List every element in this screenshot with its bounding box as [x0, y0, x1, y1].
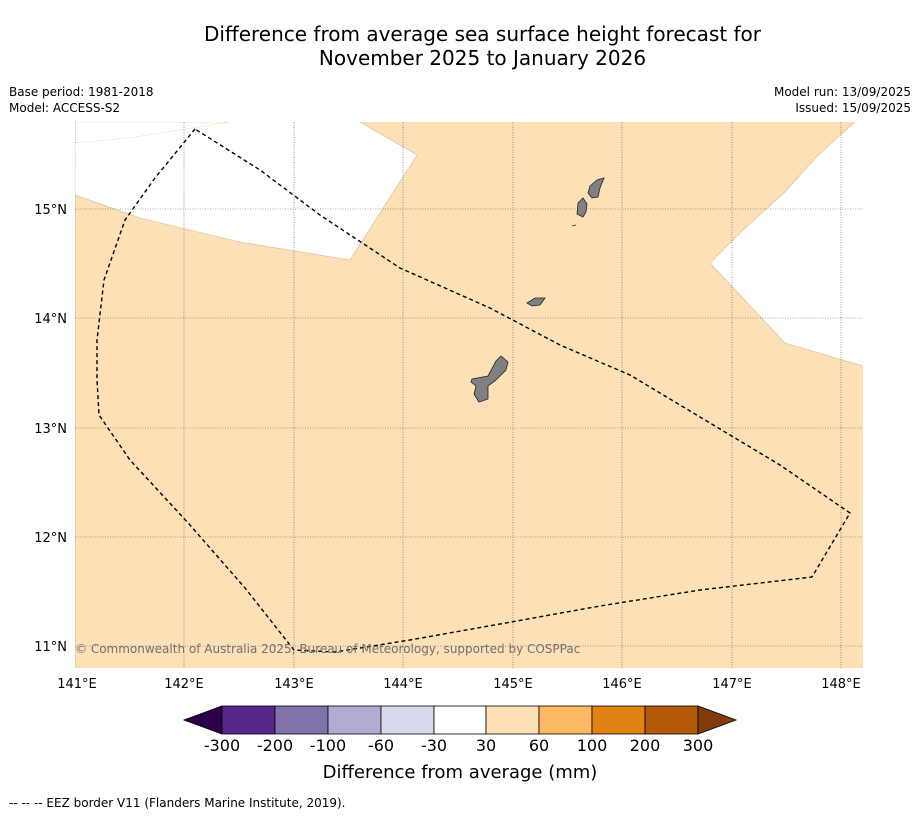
lat-label-11: 11°N [34, 640, 67, 655]
colorbar-tick-label: 60 [529, 736, 549, 755]
base-period: Base period: 1981-2018 [9, 85, 154, 99]
rota-island [526, 297, 546, 307]
colorbar-label: Difference from average (mm) [323, 762, 598, 783]
lon-label-147: 147°E [712, 677, 752, 692]
map-title: Difference from average sea surface heig… [0, 22, 919, 70]
neutral-region-north [75, 122, 417, 260]
colorbar [182, 705, 738, 735]
colorbar-ticks: -300 -200 -100 -60 -30 30 60 100 200 300 [204, 736, 713, 755]
colorbar-tick-label: -30 [421, 736, 447, 755]
lat-label-14: 14°N [34, 312, 67, 327]
model-name: Model: ACCESS-S2 [9, 101, 121, 115]
tinian-island [576, 197, 588, 218]
copyright-text: © Commonwealth of Australia 2025, Bureau… [75, 642, 580, 656]
colorbar-segment [485, 705, 540, 735]
colorbar-tick-label: 200 [630, 736, 661, 755]
colorbar-segment [221, 705, 276, 735]
saipan-island [587, 177, 605, 199]
land-masses [470, 177, 605, 403]
issued-date: Issued: 15/09/2025 [795, 101, 911, 115]
colorbar-segment [644, 705, 699, 735]
colorbar-extend-high [697, 705, 738, 735]
graticule [75, 122, 863, 668]
lon-label-141: 141°E [57, 677, 97, 692]
guam-island [470, 355, 509, 403]
lat-label-15: 15°N [34, 203, 67, 218]
aguijan-island [571, 224, 577, 227]
lat-label-13: 13°N [34, 422, 67, 437]
eez-border [96, 128, 851, 653]
lon-label-146: 146°E [602, 677, 642, 692]
map-area: © Commonwealth of Australia 2025, Bureau… [75, 122, 863, 668]
colorbar-tick-label: -60 [368, 736, 394, 755]
lon-label-148: 148°E [821, 677, 861, 692]
colorbar-segment [591, 705, 646, 735]
latitude-labels: 15°N 14°N 13°N 12°N 11°N [34, 203, 67, 655]
colorbar-tick-label: -300 [204, 736, 240, 755]
neutral-region-east-edge [709, 122, 863, 367]
title-line-1: Difference from average sea surface heig… [203, 22, 762, 46]
colorbar-tick-label: 30 [476, 736, 496, 755]
colorbar-segment [274, 705, 329, 735]
title-line-2: November 2025 to January 2026 [318, 46, 647, 70]
lon-label-144: 144°E [383, 677, 423, 692]
colorbar-segment [380, 705, 435, 735]
colorbar-tick-label: 300 [683, 736, 714, 755]
meta-right: Model run: 13/09/2025 Issued: 15/09/2025 [774, 84, 911, 116]
colorbar-tick-label: 100 [577, 736, 608, 755]
colorbar-segment [538, 705, 593, 735]
longitude-labels: 141°E 142°E 143°E 144°E 145°E 146°E 147°… [57, 677, 861, 692]
colorbar-segment [433, 705, 487, 735]
colorbar-extend-low [182, 705, 223, 735]
lon-label-145: 145°E [493, 677, 533, 692]
meta-left: Base period: 1981-2018 Model: ACCESS-S2 [9, 84, 154, 116]
lon-label-142: 142°E [164, 677, 204, 692]
lat-label-12: 12°N [34, 531, 67, 546]
model-run: Model run: 13/09/2025 [773, 85, 911, 99]
colorbar-tick-label: -200 [257, 736, 293, 755]
lon-label-143: 143°E [274, 677, 314, 692]
eez-footnote: -- -- -- EEZ border V11 (Flanders Marine… [9, 796, 346, 810]
neutral-region-east [710, 122, 863, 366]
colorbar-tick-label: -100 [310, 736, 346, 755]
colorbar-segment [327, 705, 382, 735]
